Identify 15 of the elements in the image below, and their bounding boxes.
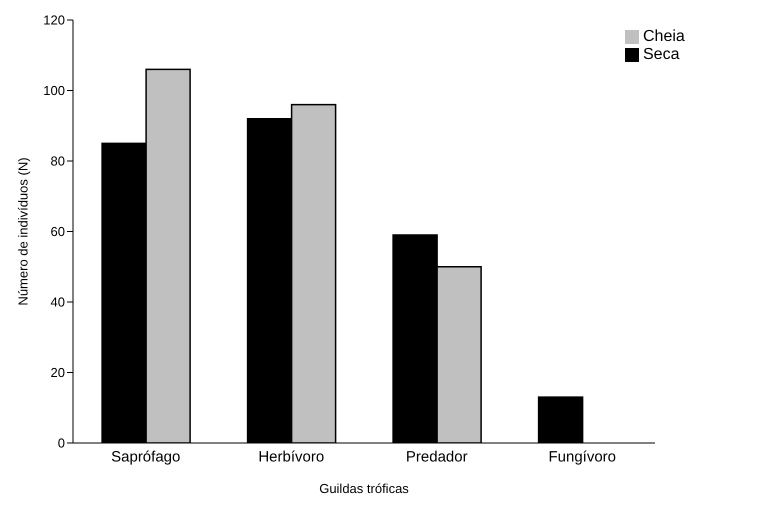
y-tick-label: 20 (50, 365, 65, 380)
x-tick-label: Fungívoro (548, 448, 616, 466)
y-tick-label: 0 (58, 436, 65, 451)
x-tick-label: Herbívoro (258, 448, 324, 466)
y-axis-title: Número de indivíduos (N) (16, 157, 31, 306)
x-tick-label: Saprófago (111, 448, 180, 466)
legend-label: Cheia (643, 28, 685, 45)
x-tick-label: Predador (406, 448, 468, 466)
y-tick-label: 80 (50, 154, 65, 169)
x-axis-title: Guildas tróficas (319, 481, 410, 496)
y-tick-label: 60 (50, 224, 65, 240)
y-tick-label: 100 (43, 83, 65, 98)
legend-label: Seca (643, 46, 680, 63)
y-tick-label: 40 (50, 294, 65, 310)
y-tick-label: 120 (43, 12, 65, 28)
